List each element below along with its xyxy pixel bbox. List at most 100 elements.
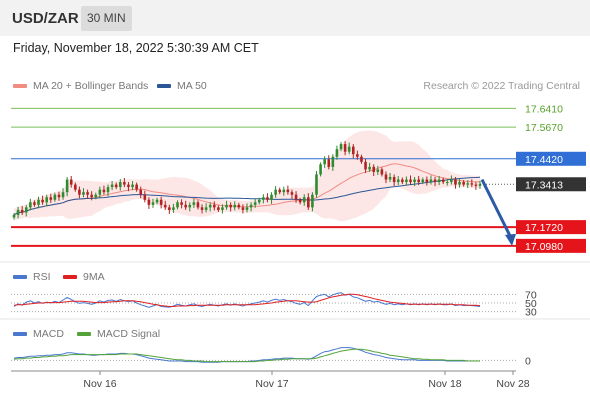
candle-body — [61, 192, 65, 198]
candle-body — [196, 202, 200, 208]
candle-body — [118, 182, 122, 188]
legend-rsi: RSI — [13, 271, 51, 283]
candle-body — [159, 199, 163, 205]
legend-signal-swatch — [77, 332, 91, 336]
candle-body — [184, 204, 187, 208]
candle-body — [462, 182, 465, 185]
macd-panel: 0 — [11, 347, 531, 367]
legend-rsi-label: RSI — [33, 271, 51, 283]
candle-body — [147, 199, 151, 205]
timeframe-button[interactable]: 30 MIN — [81, 6, 132, 31]
candle-body — [290, 192, 294, 195]
candle-body — [437, 179, 441, 183]
rsi-tick-30: 30 — [525, 307, 537, 319]
candle-body — [229, 204, 232, 208]
candle-body — [106, 187, 110, 193]
copyright-text: Research © 2022 Trading Central — [423, 80, 580, 92]
candle-body — [286, 189, 290, 193]
candle-body — [401, 179, 404, 183]
candle-body — [221, 207, 224, 210]
rsi-9ma-line — [13, 293, 481, 307]
legend-macd-signal: MACD Signal — [77, 328, 160, 340]
candle-body — [315, 174, 318, 195]
candle-body — [180, 202, 183, 205]
candle-body — [245, 207, 249, 210]
candle-body — [188, 204, 192, 208]
candle-body — [168, 207, 171, 210]
candle-body — [421, 179, 425, 183]
candle-body — [172, 207, 175, 210]
legend-ma20-bollinger: MA 20 + Bollinger Bands — [13, 80, 148, 92]
candle-body — [20, 209, 24, 213]
candle-body — [45, 197, 49, 203]
macd-signal-line — [13, 348, 480, 363]
legend-rsi-9ma: 9MA — [63, 271, 105, 283]
legend-macd-label: MACD — [33, 328, 64, 340]
candle-body — [65, 179, 69, 193]
macd-tick-0: 0 — [525, 355, 531, 367]
candle-body — [282, 189, 286, 193]
bollinger-band — [14, 130, 480, 222]
legend-ma20-label: MA 20 + Bollinger Bands — [33, 80, 149, 92]
candle-body — [212, 204, 216, 208]
legend-ma50: MA 50 — [157, 80, 207, 92]
candle-body — [266, 197, 269, 200]
candle-body — [57, 194, 61, 198]
candle-body — [441, 179, 445, 183]
candle-body — [29, 202, 32, 208]
candle-body — [470, 183, 474, 185]
candle-body — [454, 179, 457, 185]
legend-ma50-label: MA 50 — [177, 80, 207, 92]
candle-body — [323, 159, 326, 165]
candle-body — [123, 182, 126, 185]
candle-body — [445, 182, 449, 184]
candle-body — [458, 182, 461, 185]
candle-body — [388, 177, 392, 180]
candle-body — [331, 156, 335, 167]
candle-body — [94, 194, 98, 198]
candle-body — [241, 207, 245, 210]
candle-body — [78, 189, 81, 195]
candle-body — [364, 161, 367, 170]
x-axis: Nov 16 Nov 17 Nov 18 Nov 28 — [11, 370, 530, 390]
candle-body — [90, 194, 93, 198]
candle-body — [351, 146, 355, 155]
candle-body — [217, 207, 220, 210]
legend-signal-label: MACD Signal — [97, 328, 161, 340]
x-tick-Nov 18: Nov 18 — [428, 378, 461, 390]
candle-body — [392, 177, 396, 183]
candle-body — [319, 164, 322, 175]
candle-body — [114, 184, 118, 188]
candle-body — [311, 194, 314, 208]
candle-body — [372, 166, 376, 172]
level-label-17.4420: 17.4420 — [525, 154, 563, 166]
candle-body — [376, 169, 380, 172]
rsi-tick-50: 50 — [525, 298, 537, 310]
level-tag-17.0980 — [516, 238, 586, 253]
legend-9ma-label: 9MA — [83, 271, 105, 283]
current-price-tag — [516, 177, 586, 192]
candle-body — [327, 159, 331, 167]
candle-body — [257, 199, 261, 203]
candle-body — [249, 204, 253, 208]
top-bar: USD/ZAR 30 MIN — [0, 0, 590, 36]
level-label-17.0980: 17.0980 — [525, 241, 563, 253]
candle-body — [294, 194, 298, 200]
candle-body — [335, 149, 339, 157]
candle-body — [143, 194, 147, 200]
candle-body — [270, 194, 273, 200]
candle-body — [208, 204, 212, 208]
candle-body — [127, 184, 130, 188]
candle-body — [298, 199, 302, 203]
candle-body — [86, 192, 89, 195]
candle-body — [417, 179, 420, 183]
candle-body — [425, 179, 429, 183]
candle-body — [262, 197, 265, 200]
candle-body — [466, 183, 470, 185]
level-tag-17.4420 — [516, 151, 586, 166]
candle-body — [110, 184, 114, 188]
x-tick-Nov 28: Nov 28 — [496, 378, 529, 390]
chart-datetime: Friday, November 18, 2022 5:30:39 AM CET — [13, 41, 259, 55]
candle-body — [360, 156, 363, 162]
